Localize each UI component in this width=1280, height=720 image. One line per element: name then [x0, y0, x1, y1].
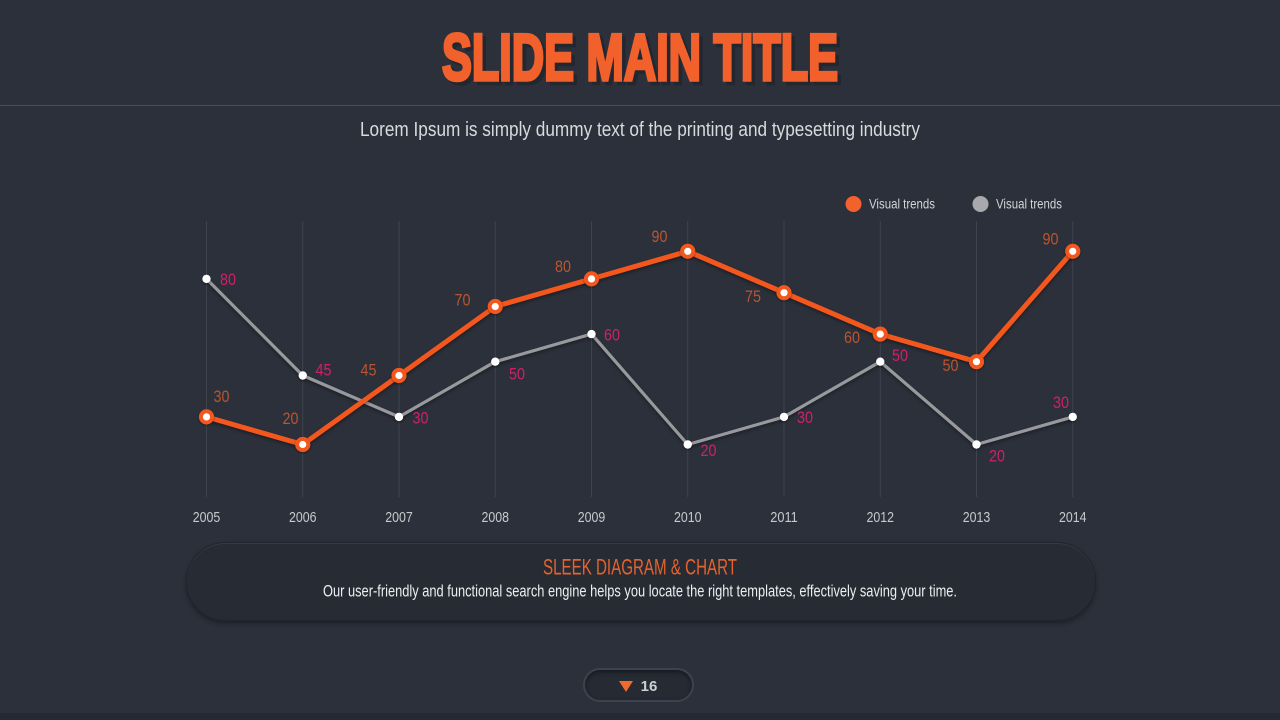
- svg-text:20: 20: [283, 409, 299, 428]
- svg-text:2009: 2009: [578, 510, 606, 526]
- svg-text:2007: 2007: [385, 510, 413, 526]
- svg-text:Visual trends: Visual trends: [869, 197, 935, 212]
- svg-text:SLIDE MAIN TITLE: SLIDE MAIN TITLE: [446, 24, 842, 98]
- svg-text:2006: 2006: [289, 510, 317, 526]
- svg-text:30: 30: [797, 408, 813, 427]
- svg-text:Our user-friendly and function: Our user-friendly and functional search …: [323, 583, 957, 601]
- svg-text:SLEEK DIAGRAM & CHART: SLEEK DIAGRAM & CHART: [543, 555, 737, 580]
- svg-text:2011: 2011: [770, 510, 798, 526]
- svg-text:2005: 2005: [193, 510, 221, 526]
- svg-text:SLIDE MAIN TITLE: SLIDE MAIN TITLE: [442, 20, 838, 94]
- svg-text:45: 45: [361, 361, 377, 380]
- svg-text:50: 50: [509, 365, 525, 384]
- svg-text:90: 90: [1043, 230, 1059, 249]
- svg-text:16: 16: [641, 678, 658, 695]
- svg-text:75: 75: [745, 287, 761, 306]
- svg-text:20: 20: [989, 447, 1005, 466]
- svg-text:60: 60: [604, 326, 620, 345]
- svg-text:70: 70: [455, 291, 471, 310]
- svg-text:90: 90: [652, 227, 668, 246]
- svg-text:50: 50: [943, 356, 959, 375]
- svg-text:30: 30: [214, 387, 230, 406]
- svg-text:60: 60: [844, 328, 860, 347]
- svg-text:45: 45: [316, 361, 332, 380]
- svg-text:2013: 2013: [963, 510, 991, 526]
- svg-text:2014: 2014: [1059, 510, 1087, 526]
- svg-text:20: 20: [701, 441, 717, 460]
- svg-text:30: 30: [413, 409, 429, 428]
- svg-text:50: 50: [892, 346, 908, 365]
- svg-text:Visual trends: Visual trends: [996, 197, 1062, 212]
- svg-text:80: 80: [555, 257, 571, 276]
- svg-text:2012: 2012: [867, 510, 895, 526]
- svg-text:30: 30: [1053, 393, 1069, 412]
- svg-text:Lorem Ipsum is simply dummy te: Lorem Ipsum is simply dummy text of the …: [360, 119, 920, 141]
- svg-text:2010: 2010: [674, 510, 702, 526]
- svg-text:2008: 2008: [482, 510, 510, 526]
- svg-text:80: 80: [220, 270, 236, 289]
